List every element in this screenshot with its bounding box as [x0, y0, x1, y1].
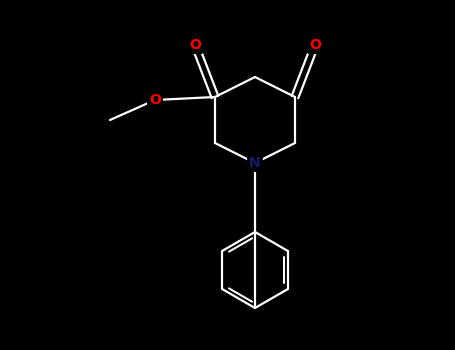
Text: O: O	[149, 93, 161, 107]
Text: N: N	[249, 156, 261, 170]
Text: O: O	[309, 38, 321, 52]
Text: O: O	[189, 38, 201, 52]
